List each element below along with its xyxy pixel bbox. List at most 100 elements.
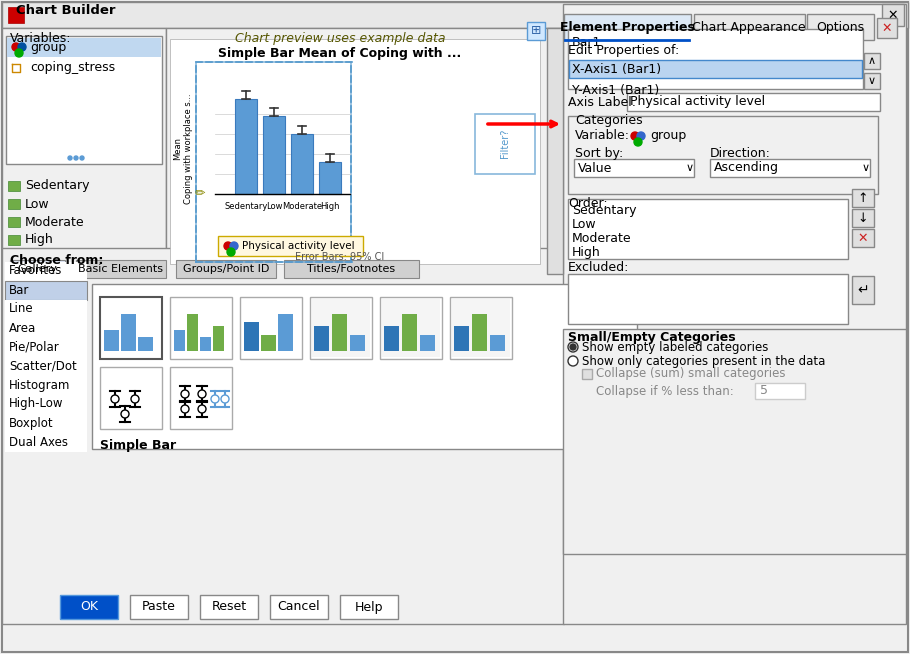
Bar	[166, 28, 564, 274]
Circle shape	[18, 43, 26, 51]
Bar	[452, 299, 510, 357]
Text: Show empty labeled categories: Show empty labeled categories	[582, 341, 768, 354]
Bar	[852, 189, 874, 207]
Bar	[200, 595, 258, 619]
Bar	[568, 116, 878, 194]
Circle shape	[111, 395, 119, 403]
Bar	[104, 330, 119, 351]
Text: Simple Bar: Simple Bar	[100, 439, 177, 452]
Text: coping_stress: coping_stress	[30, 61, 116, 75]
Text: High-Low: High-Low	[9, 398, 64, 411]
Text: Sort by:: Sort by:	[575, 147, 623, 160]
Text: Sedentary: Sedentary	[224, 202, 268, 211]
Bar	[5, 338, 87, 357]
Bar	[312, 299, 370, 357]
Bar	[235, 99, 257, 194]
Bar	[8, 7, 24, 23]
Text: ∧: ∧	[868, 56, 876, 66]
Bar	[6, 36, 162, 164]
Circle shape	[198, 405, 206, 413]
Bar	[8, 199, 20, 209]
Bar	[420, 335, 435, 351]
Bar	[582, 369, 592, 379]
Text: ✕: ✕	[858, 232, 868, 245]
Text: group: group	[650, 128, 686, 141]
Text: Boxplot: Boxplot	[9, 417, 54, 430]
Bar	[882, 4, 904, 26]
Bar	[244, 322, 259, 351]
Circle shape	[198, 390, 206, 398]
Text: Favorites: Favorites	[9, 264, 63, 277]
Circle shape	[181, 390, 189, 398]
Text: Choose from:: Choose from:	[10, 254, 104, 267]
Bar	[187, 314, 198, 351]
Text: ∨: ∨	[862, 163, 870, 173]
Bar	[574, 159, 694, 177]
Bar	[213, 326, 224, 351]
Bar	[450, 297, 512, 359]
Text: Bar1: Bar1	[572, 36, 602, 49]
Bar	[380, 297, 442, 359]
Circle shape	[637, 132, 645, 140]
Circle shape	[211, 395, 219, 403]
Text: Chart Appearance: Chart Appearance	[693, 20, 806, 33]
Bar	[170, 367, 232, 429]
Bar	[170, 39, 540, 264]
Bar	[350, 335, 365, 351]
Bar	[278, 314, 293, 351]
Text: ✕: ✕	[888, 9, 898, 22]
Bar	[568, 29, 863, 89]
Bar	[270, 595, 328, 619]
Bar	[100, 297, 162, 359]
Text: Simple Bar Mean of Coping with ...: Simple Bar Mean of Coping with ...	[218, 47, 461, 60]
Text: Sedentary: Sedentary	[25, 179, 89, 192]
Text: Area: Area	[9, 322, 36, 334]
Text: Element Properties: Element Properties	[560, 20, 694, 33]
Bar	[563, 4, 906, 624]
Text: Axis Label:: Axis Label:	[568, 96, 636, 109]
Bar	[852, 276, 874, 304]
Text: Collapse if % less than:: Collapse if % less than:	[596, 385, 733, 398]
Circle shape	[131, 395, 139, 403]
Text: X-Axis1 (Bar1): X-Axis1 (Bar1)	[572, 63, 662, 75]
Text: Moderate: Moderate	[282, 202, 322, 211]
Circle shape	[121, 410, 129, 418]
Bar	[852, 229, 874, 247]
Text: High: High	[320, 202, 339, 211]
Bar	[92, 284, 637, 449]
Bar	[314, 326, 329, 351]
Bar	[382, 299, 440, 357]
Text: ✕: ✕	[882, 22, 892, 35]
Bar	[2, 28, 166, 274]
Text: Ascending: Ascending	[714, 162, 779, 175]
Text: Collapse (sum) small categories: Collapse (sum) small categories	[596, 368, 785, 381]
Text: Variables:: Variables:	[10, 32, 72, 45]
Circle shape	[181, 405, 189, 413]
Bar	[332, 314, 347, 351]
Bar	[174, 330, 185, 351]
Bar	[5, 281, 87, 300]
Text: ∨: ∨	[868, 76, 876, 86]
Circle shape	[230, 242, 238, 250]
Bar	[10, 260, 65, 278]
Bar	[2, 2, 908, 28]
Bar	[564, 14, 691, 40]
Text: Edit Properties of:: Edit Properties of:	[568, 44, 679, 57]
Text: Moderate: Moderate	[572, 232, 632, 245]
Text: Low: Low	[572, 218, 597, 231]
Circle shape	[634, 138, 642, 146]
Bar	[170, 297, 232, 359]
Text: OK: OK	[80, 600, 98, 613]
Text: Low: Low	[25, 198, 50, 211]
Bar	[218, 236, 363, 256]
Text: Direction:: Direction:	[710, 147, 771, 160]
Bar	[864, 73, 880, 89]
Text: Titles/Footnotes: Titles/Footnotes	[307, 264, 395, 274]
Circle shape	[570, 344, 576, 350]
Bar	[475, 114, 535, 174]
Bar	[196, 62, 351, 262]
Text: Help: Help	[355, 600, 383, 613]
Text: ∨: ∨	[686, 163, 694, 173]
Text: ↓: ↓	[858, 211, 868, 224]
Bar	[7, 38, 161, 57]
